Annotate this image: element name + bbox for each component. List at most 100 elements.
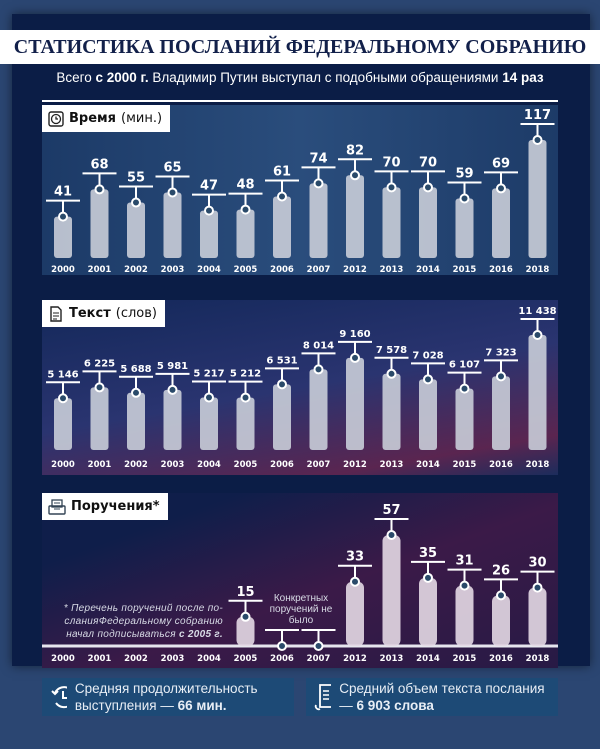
data-label: 57 [382, 503, 400, 518]
data-label: 5 217 [193, 369, 224, 380]
marker-dot [459, 193, 470, 204]
year-tick-label: 2001 [88, 265, 112, 275]
data-label: 59 [455, 166, 473, 181]
year-tick-label: 2006 [270, 654, 294, 664]
marker-dot [350, 352, 360, 363]
year-tick-label: 2015 [453, 265, 477, 275]
bar [382, 187, 401, 258]
data-label: 65 [163, 160, 181, 175]
bar [455, 585, 474, 646]
stat-text: Средний объем текста послания — [339, 681, 545, 713]
data-label: 5 146 [47, 369, 78, 380]
marker-dot [386, 182, 397, 193]
year-tick-label: 2001 [88, 654, 112, 664]
year-tick-label: 2002 [124, 265, 148, 275]
year-tick-label: 2018 [526, 265, 550, 275]
bar [54, 216, 72, 258]
marker-dot [496, 590, 506, 601]
marker-dot [532, 330, 543, 340]
chart-title: Время [69, 111, 117, 126]
year-tick-label: 2006 [270, 265, 294, 275]
marker-dot [350, 170, 360, 181]
subtitle-part: Всего [56, 70, 96, 85]
marker-dot [94, 382, 105, 393]
bar [309, 183, 328, 258]
year-tick-label: 2000 [51, 460, 75, 470]
data-label: 82 [346, 143, 364, 158]
data-label: 5 688 [120, 364, 151, 375]
bar [273, 384, 291, 450]
data-label: 68 [90, 157, 108, 172]
marker-dot [423, 182, 433, 193]
stat-text: Средняя продолжительность выступления — [74, 681, 258, 713]
bar [528, 140, 547, 258]
marker-dot [167, 384, 178, 395]
year-tick-label: 2005 [234, 460, 258, 470]
stat-avg-text: Средний объем текста послания — 6 903 сл… [306, 678, 558, 716]
chart-orders: 2000 2001 2002 2003 2004 2005 15 2006 2007 2012 33… [42, 503, 558, 664]
chart-label-time: Время (мин.) [42, 105, 171, 132]
marker-dot [313, 178, 324, 189]
footnote-text: * Перечень поручений после по-сланияФеде… [63, 603, 223, 640]
data-label: 6 225 [84, 358, 115, 369]
chart-label-orders: Поручения* [42, 493, 168, 520]
data-label: 30 [528, 556, 546, 571]
year-tick-label: 2016 [489, 265, 513, 275]
bar [492, 188, 510, 258]
marker-dot [386, 530, 397, 540]
bar [163, 192, 182, 258]
data-label: 7 323 [485, 347, 516, 358]
stat-value: 66 мин. [177, 698, 227, 713]
marker-dot [313, 364, 324, 375]
marker-dot [204, 205, 214, 216]
marker-dot [240, 611, 251, 622]
data-label: 15 [236, 585, 254, 600]
marker-dot [277, 379, 287, 390]
marker-dot [496, 371, 506, 382]
scroll-icon [314, 684, 332, 711]
marker-dot [496, 183, 506, 194]
bar [90, 189, 109, 258]
subtitle-part: Владимир Путин выступал с подобными обра… [148, 70, 503, 85]
year-tick-label: 2007 [307, 265, 331, 275]
chart-time: 2000 41 2001 68 2002 55 2003 65 2004 47 2005 48 2006… [46, 108, 555, 275]
bar [346, 581, 364, 646]
marker-dot [532, 135, 543, 145]
printer-icon [48, 498, 66, 515]
year-tick-label: 2007 [307, 460, 331, 470]
stat-value: 6 903 слова [356, 698, 434, 713]
marker-dot [167, 187, 178, 198]
bar [309, 369, 328, 450]
year-tick-label: 2014 [416, 265, 440, 275]
divider [42, 100, 558, 102]
marker-dot [131, 197, 141, 208]
data-label: 74 [309, 151, 327, 166]
marker-dot [58, 211, 68, 222]
data-label: 5 212 [230, 369, 261, 380]
bar [127, 202, 145, 258]
data-label: 7 578 [376, 345, 407, 356]
chart-title: Текст [69, 306, 111, 321]
bar [346, 357, 364, 450]
year-tick-label: 2001 [88, 460, 112, 470]
year-tick-label: 2000 [51, 265, 75, 275]
data-label: 70 [382, 155, 400, 170]
year-tick-label: 2016 [489, 460, 513, 470]
bar [455, 388, 474, 450]
bar [528, 587, 547, 646]
bar [236, 616, 255, 646]
year-tick-label: 2014 [416, 460, 440, 470]
bar [382, 535, 401, 646]
marker-dot [423, 374, 433, 385]
clock-history-icon [51, 686, 67, 709]
year-tick-label: 2013 [380, 460, 404, 470]
bar [200, 210, 218, 258]
bar [419, 577, 437, 646]
data-label: 69 [492, 156, 510, 171]
bar [492, 595, 510, 646]
bar [528, 335, 547, 450]
bar [382, 373, 401, 450]
year-tick-label: 2015 [453, 460, 477, 470]
bar [127, 392, 145, 450]
data-label: 5 981 [157, 361, 188, 372]
